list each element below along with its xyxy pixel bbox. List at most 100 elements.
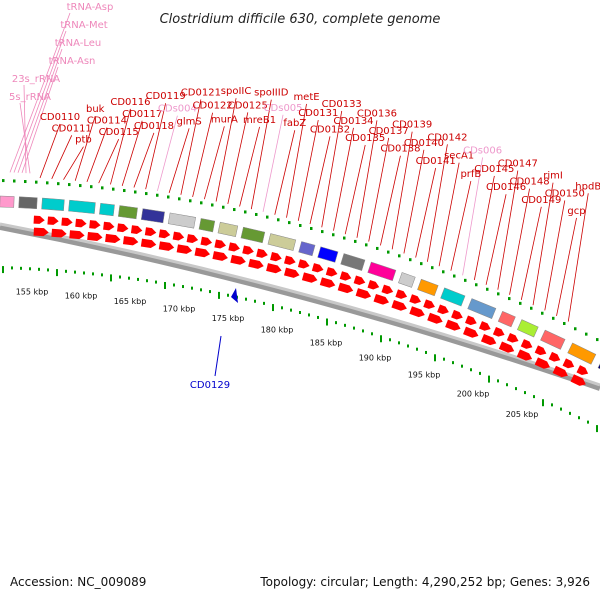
gene-label[interactable]: CD0142 [427,132,467,143]
gene-label[interactable]: metE [293,92,319,103]
gene-label[interactable]: CD0117 [122,109,162,120]
gene-label[interactable]: mreB1 [243,115,276,126]
gene-label[interactable]: 23s_rRNA [12,74,60,85]
cds-arrow[interactable] [172,231,185,242]
cog-block[interactable] [217,221,239,238]
cds-arrow[interactable] [570,374,588,388]
cds-arrow[interactable] [186,234,199,244]
cds-arrow[interactable] [200,236,213,247]
cds-arrow[interactable] [284,267,301,279]
gene-label[interactable]: CD0110 [40,112,80,123]
cds-arrow[interactable] [423,299,436,310]
cds-arrow[interactable] [130,225,143,234]
cog-block[interactable] [118,205,138,220]
gene-label[interactable]: CD0133 [322,99,362,110]
gene-label[interactable]: tRNA-Met [60,20,107,31]
gene-label[interactable]: prfB [460,169,481,180]
cds-arrow[interactable] [301,272,319,284]
cds-arrow[interactable] [47,216,59,226]
gene-label[interactable]: CD0149 [521,195,561,206]
gene-label[interactable]: CD0140 [404,138,444,149]
gene-label[interactable]: rimI [543,171,563,182]
gene-label[interactable]: CD0131 [298,108,338,119]
cds-arrow[interactable] [103,221,115,231]
gene-label[interactable]: buk [86,104,105,115]
gene-label[interactable]: fabZ [283,118,306,129]
cds-arrow[interactable] [367,279,381,291]
cog-block[interactable] [0,195,15,208]
gene-label[interactable]: CD0132 [310,124,350,135]
cds-arrow[interactable] [373,293,391,306]
cds-arrow[interactable] [87,231,103,241]
cds-arrow[interactable] [409,294,422,305]
cds-arrow[interactable] [409,306,426,319]
gene-label[interactable]: CDs004 [158,104,197,115]
cog-block[interactable] [467,298,497,319]
cog-block[interactable] [417,278,439,297]
cog-block[interactable] [540,329,566,350]
cog-block[interactable] [167,212,196,229]
cog-block[interactable] [198,218,216,233]
gene-label[interactable]: CD0135 [345,133,385,144]
cds-arrow[interactable] [506,332,520,345]
gene-label[interactable]: CD0137 [369,126,409,137]
cds-arrow[interactable] [140,238,157,249]
cog-block[interactable] [68,199,96,214]
cog-block[interactable] [240,226,266,244]
cds-arrow[interactable] [576,365,589,377]
cds-arrow[interactable] [311,263,325,274]
cds-arrow[interactable] [144,227,157,237]
cds-arrow[interactable] [427,312,444,326]
cds-arrow[interactable] [381,284,394,296]
gene-label[interactable]: CD0139 [392,120,432,131]
gene-label[interactable]: spoIIC [221,86,252,97]
cds-arrow[interactable] [69,230,85,240]
gene-label[interactable]: CD0148 [509,177,549,188]
cds-arrow[interactable] [176,244,193,254]
gene-label[interactable]: CD0129 [190,380,230,391]
cds-arrow[interactable] [465,315,478,327]
cds-arrow[interactable] [520,339,534,351]
cds-arrow[interactable] [51,228,67,238]
gene-label[interactable]: CD0141 [416,156,456,167]
cds-arrow[interactable] [256,248,269,259]
cds-arrow[interactable] [266,263,282,274]
cds-arrow[interactable] [158,241,175,251]
cds-arrow[interactable] [194,247,211,259]
cds-arrow[interactable] [117,223,129,233]
cds-arrow[interactable] [242,245,254,255]
cds-arrow[interactable] [158,229,171,239]
cds-arrow[interactable] [355,288,373,300]
cds-arrow[interactable] [552,365,570,380]
gene-label[interactable]: CD0115 [99,127,139,138]
gene-label[interactable]: ptb [75,135,92,146]
gene-label[interactable]: CD0116 [110,97,150,108]
cds-arrow[interactable] [534,357,552,370]
cds-arrow[interactable] [89,220,101,229]
cds-arrow[interactable] [498,341,516,355]
gene-label[interactable]: CD0121 [181,87,221,98]
gene-label[interactable]: murA [211,114,238,125]
cog-block[interactable] [567,342,597,365]
cds-arrow[interactable] [319,277,337,289]
gene-label[interactable]: CD0136 [357,108,397,119]
cds-arrow[interactable] [337,282,355,295]
gene-label[interactable]: CD0119 [146,91,186,102]
gene-label[interactable]: CD0147 [498,159,538,170]
gene-label[interactable]: tRNA-Leu [55,38,101,49]
cog-block[interactable] [18,196,38,209]
cog-block[interactable] [140,208,165,224]
cds-arrow[interactable] [395,289,408,300]
gene-label[interactable]: gcp [567,206,585,217]
cds-arrow[interactable] [353,275,367,287]
gene-label[interactable]: CD0125 [228,100,268,111]
cog-block[interactable] [398,272,416,288]
cds-arrow[interactable] [61,217,73,227]
gene-label[interactable]: CD0114 [87,116,127,127]
gene-label[interactable]: hpdB [575,181,600,192]
gene-label[interactable]: tRNA-Asn [49,56,96,67]
cds-arrow[interactable] [270,252,283,262]
gene-label[interactable]: 5s_rRNA [9,92,51,103]
cds-arrow[interactable] [105,233,121,244]
cds-arrow[interactable] [325,267,339,278]
